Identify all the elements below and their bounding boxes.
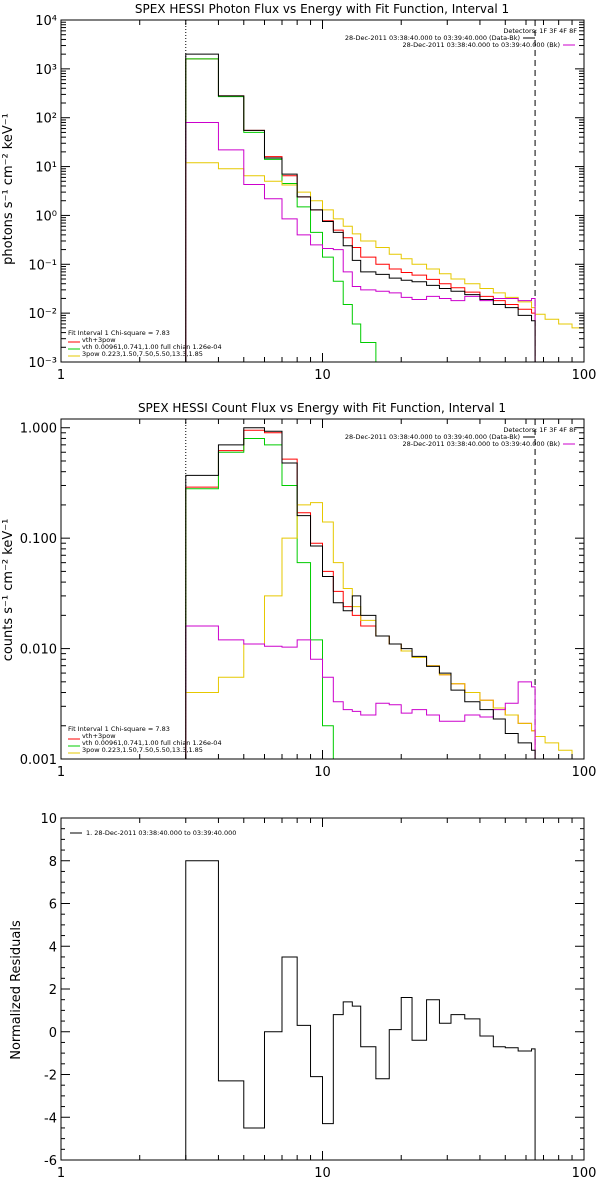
y-axis-label: photons s⁻¹ cm⁻² keV⁻¹ (1, 113, 16, 265)
photon-flux-panel: SPEX HESSI Photon Flux vs Energy with Fi… (1, 2, 596, 383)
y-axis-label: counts s⁻¹ cm⁻² keV⁻¹ (1, 519, 16, 662)
y-tick-label: 10⁴ (35, 14, 57, 29)
legend-3pow: 3pow 0.223,1.50,7.50,5.50,13.3,1.85 (82, 746, 203, 754)
legend-vth: vth 0.00961,0.741,1.00 full chian 1.26e-… (82, 343, 222, 351)
x-tick-label: 10 (314, 1166, 331, 1181)
y-axis-label: Normalized Residuals (9, 920, 24, 1060)
series-bk (185, 121, 536, 362)
x-tick-label: 100 (572, 368, 597, 383)
legend-3pow: 3pow 0.223,1.50,7.50,5.50,13.3,1.85 (82, 350, 203, 358)
legend-bk-interval: 28-Dec-2011 03:38:40.000 to 03:39:40.000… (403, 41, 561, 49)
legend-data-interval: 28-Dec-2011 03:38:40.000 to 03:39:40.000… (345, 34, 520, 42)
legend-vth: vth 0.00961,0.741,1.00 full chian 1.26e-… (82, 739, 222, 747)
legend-detectors: Detectors: 1F 3F 4F 8F (503, 426, 577, 434)
legend-fit-interval: Fit Interval 1 Chi-square = 7.83 (68, 329, 170, 337)
panel-title: SPEX HESSI Photon Flux vs Energy with Fi… (135, 2, 509, 16)
y-tick-label: 0.100 (20, 532, 57, 547)
plot-area (185, 860, 536, 1160)
y-tick-label: 0 (49, 1026, 57, 1041)
y-tick-label: 10⁻³ (28, 356, 57, 371)
y-tick-label: 10⁻² (28, 307, 57, 322)
legend-vth-3pow: vth+3pow (82, 336, 116, 344)
x-tick-label: 100 (572, 765, 597, 780)
y-tick-label: 0.010 (20, 643, 57, 658)
series-data-bk (185, 53, 536, 362)
plot-area (185, 20, 584, 362)
y-tick-label: 10³ (35, 63, 57, 78)
legend-fit-interval: Fit Interval 1 Chi-square = 7.83 (68, 725, 170, 733)
panel-title: SPEX HESSI Count Flux vs Energy with Fit… (138, 401, 506, 415)
y-tick-label: 2 (49, 983, 57, 998)
x-tick-label: 1 (57, 368, 65, 383)
y-tick-label: 6 (49, 898, 57, 913)
y-tick-label: 4 (49, 940, 57, 955)
legend-detectors: Detectors: 1F 3F 4F 8F (503, 27, 577, 35)
legend-vth-3pow: vth+3pow (82, 732, 116, 740)
y-tick-label: 0.001 (20, 753, 57, 768)
y-tick-label: -4 (44, 1111, 57, 1126)
y-tick-label: 8 (49, 855, 57, 870)
y-tick-label: 10⁰ (35, 209, 57, 224)
y-tick-label: 10² (35, 112, 57, 127)
x-tick-label: 10 (314, 765, 331, 780)
x-tick-label: 1 (57, 765, 65, 780)
legend-residual-interval: 1. 28-Dec-2011 03:38:40.000 to 03:39:40.… (86, 829, 236, 837)
count-flux-panel: SPEX HESSI Count Flux vs Energy with Fit… (1, 401, 597, 780)
legend-data-interval: 28-Dec-2011 03:38:40.000 to 03:39:40.000… (345, 433, 520, 441)
series-data-bk (185, 427, 536, 759)
y-tick-label: -2 (44, 1069, 57, 1084)
series-3pow (185, 162, 584, 362)
residuals-panel: Normalized Residuals 1. 28-Dec-2011 03:3… (9, 812, 596, 1181)
x-tick-label: 10 (314, 368, 331, 383)
plot-area (185, 419, 584, 759)
series-1-28-dec-2011-03-38-40-000-to-03-39-40-000 (185, 860, 536, 1160)
legend-bk-interval: 28-Dec-2011 03:38:40.000 to 03:39:40.000… (403, 440, 561, 448)
y-tick-label: 10⁻¹ (28, 258, 57, 273)
series-3pow (185, 502, 584, 759)
x-tick-label: 100 (572, 1166, 597, 1181)
y-tick-label: 10 (40, 812, 57, 827)
y-tick-label: 1.000 (20, 422, 57, 437)
y-tick-label: -6 (44, 1154, 57, 1169)
x-tick-label: 1 (57, 1166, 65, 1181)
y-tick-label: 10¹ (35, 161, 57, 176)
